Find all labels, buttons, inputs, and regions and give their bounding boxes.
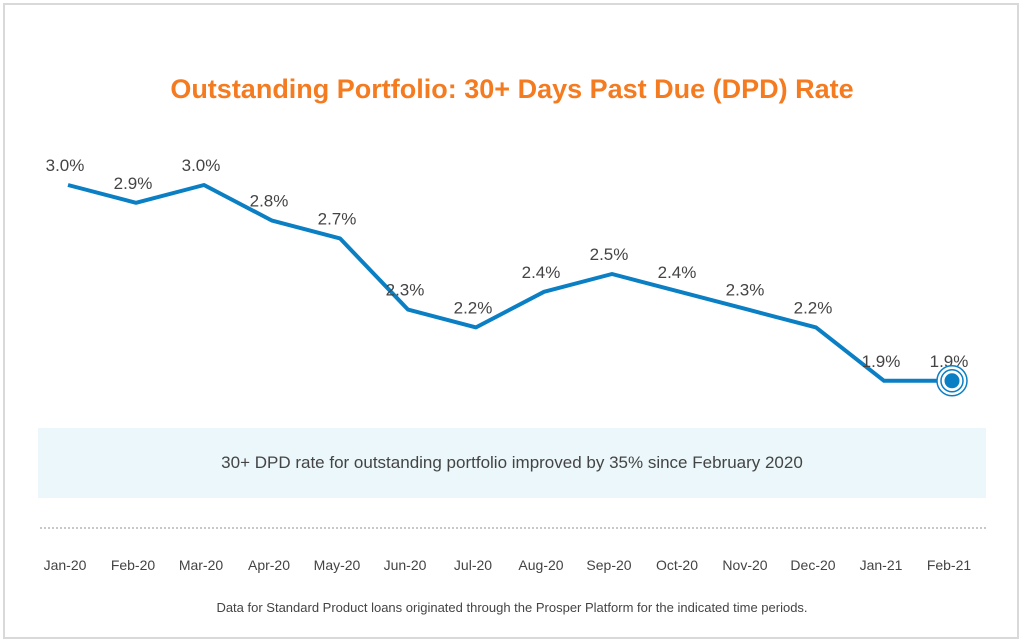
chart-title: Outstanding Portfolio: 30+ Days Past Due… <box>170 74 854 104</box>
data-label: 2.3% <box>726 281 765 300</box>
x-tick-label: Jan-21 <box>860 557 903 573</box>
x-tick-label: Nov-20 <box>722 557 767 573</box>
data-label: 2.4% <box>522 263 561 282</box>
dotted-divider <box>40 527 986 529</box>
data-label: 2.5% <box>590 245 629 264</box>
x-tick-label: Mar-20 <box>179 557 224 573</box>
x-tick-label: Apr-20 <box>248 557 290 573</box>
x-tick-label: May-20 <box>314 557 361 573</box>
chart-frame <box>3 3 1019 639</box>
x-tick-label: Feb-21 <box>927 557 972 573</box>
series-line <box>67 183 952 383</box>
data-label: 2.9% <box>114 174 153 193</box>
callout-box: 30+ DPD rate for outstanding portfolio i… <box>38 428 986 498</box>
x-tick-label: Aug-20 <box>518 557 563 573</box>
footnote: Data for Standard Product loans originat… <box>216 600 808 615</box>
data-label: 2.2% <box>794 298 833 317</box>
callout-text: 30+ DPD rate for outstanding portfolio i… <box>221 453 803 472</box>
data-label: 1.9% <box>862 352 901 371</box>
data-label: 2.7% <box>318 209 357 228</box>
x-tick-label: Oct-20 <box>656 557 698 573</box>
data-label: 2.3% <box>386 281 425 300</box>
data-label: 2.8% <box>250 192 289 211</box>
x-tick-label: Jul-20 <box>454 557 492 573</box>
data-label: 1.9% <box>930 352 969 371</box>
x-tick-label: Dec-20 <box>790 557 835 573</box>
x-tick-label: Feb-20 <box>111 557 156 573</box>
highlight-point <box>944 373 960 389</box>
x-tick-label: Jan-20 <box>44 557 87 573</box>
data-label: 3.0% <box>46 156 85 175</box>
data-label: 2.2% <box>454 298 493 317</box>
x-tick-label: Sep-20 <box>586 557 631 573</box>
data-label: 3.0% <box>182 156 221 175</box>
data-label: 2.4% <box>658 263 697 282</box>
x-tick-label: Jun-20 <box>384 557 427 573</box>
